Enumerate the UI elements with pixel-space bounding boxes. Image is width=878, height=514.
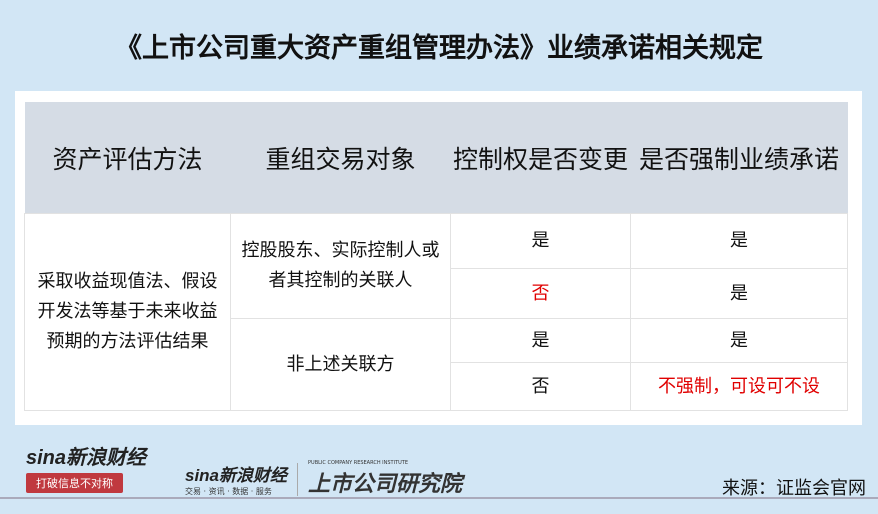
- page-title: 《上市公司重大资产重组管理办法》业绩承诺相关规定: [115, 33, 763, 64]
- party-cell: 控股股东、实际控制人或者其控制的关联人: [230, 213, 451, 319]
- mandatory-cell: 是: [630, 268, 848, 319]
- mandatory-cell: 是: [630, 213, 848, 269]
- source-text: 来源：证监会官网: [722, 478, 866, 499]
- research-institute-logo: sina新浪财经 交易 · 资讯 · 数据 · 服务 PUBLIC COMPAN…: [185, 460, 462, 498]
- header-cell: 重组交易对象: [230, 102, 451, 214]
- control-cell: 是: [450, 318, 631, 363]
- control-cell: 是: [450, 213, 631, 269]
- sina-slogan: 打破信息不对称: [26, 473, 123, 493]
- sina-brand: sina新浪财经: [26, 447, 147, 469]
- header-cell: 是否强制业绩承诺: [630, 102, 848, 214]
- control-cell: 否: [450, 268, 631, 319]
- logo-divider: [297, 462, 299, 496]
- control-cell: 否: [450, 362, 631, 411]
- sina-subtitle: 交易 · 资讯 · 数据 · 服务: [185, 487, 272, 496]
- institute-name: 上市公司研究院: [308, 472, 463, 497]
- table-row: 否 不强制，可设可不设: [25, 362, 848, 411]
- rules-table: 资产评估方法 重组交易对象 控制权是否变更 是否强制业绩承诺 采取收益现值法、假…: [24, 102, 848, 411]
- method-cell: 采取收益现值法、假设开发法等基于未来收益预期的方法评估结果: [24, 213, 231, 411]
- party-cell: 非上述关联方: [230, 318, 451, 411]
- header-cell: 资产评估方法: [24, 102, 231, 214]
- table-header-row: 资产评估方法 重组交易对象 控制权是否变更 是否强制业绩承诺: [24, 102, 848, 214]
- mandatory-cell: 不强制，可设可不设: [630, 362, 848, 411]
- bottom-divider: [0, 497, 878, 499]
- table-row: 否 是: [25, 268, 848, 319]
- sina-finance-logo: sina新浪财经 打破信息不对称: [26, 441, 146, 493]
- header-cell: 控制权是否变更: [450, 102, 631, 214]
- table-row: 非上述关联方 是 是: [25, 318, 848, 411]
- sina-brand: sina新浪财经: [185, 466, 288, 485]
- mandatory-cell: 是: [630, 318, 848, 363]
- institute-en: PUBLIC COMPANY RESEARCH INSTITUTE: [308, 460, 409, 466]
- table-row: 采取收益现值法、假设开发法等基于未来收益预期的方法评估结果 控股股东、实际控制人…: [24, 213, 848, 411]
